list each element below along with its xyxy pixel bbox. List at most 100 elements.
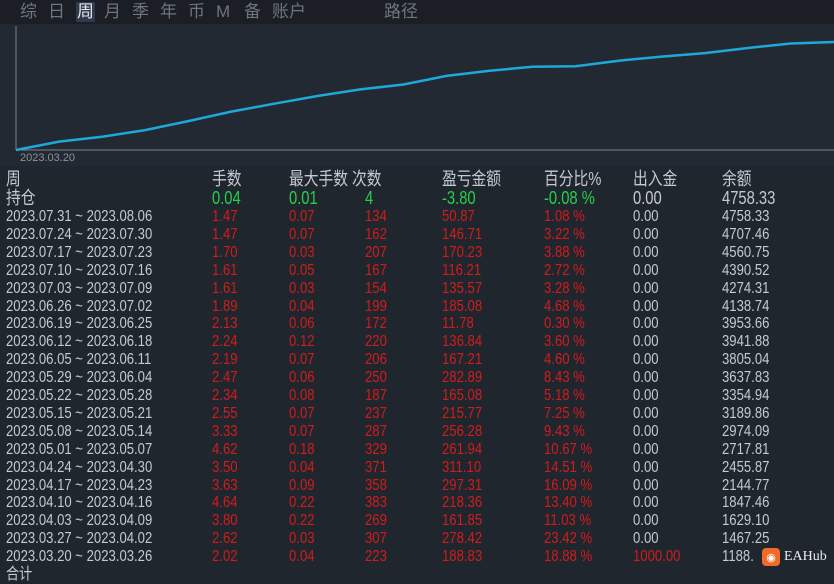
tab-9[interactable]: 账户 (272, 2, 306, 21)
position-balance: 4758.33 (722, 188, 776, 208)
tab-3[interactable]: 月 (104, 2, 121, 21)
tab-0[interactable]: 综 (20, 2, 37, 21)
col-pnl-cell: 261.94 (442, 440, 483, 458)
col-balance-cell: 2974.09 (722, 422, 770, 440)
tab-5[interactable]: 年 (160, 2, 177, 21)
table-row: 2023.07.10 ~ 2023.07.16 1.61 0.05 167 116.21… (0, 262, 834, 280)
col-deposit-cell: 0.00 (633, 512, 659, 530)
tab-4[interactable]: 季 (132, 2, 149, 21)
col-count-cell: 207 (365, 243, 387, 261)
table-row: 2023.05.01 ~ 2023.05.07 4.62 0.18 329 261.94… (0, 441, 834, 459)
col-balance-cell: 4390.52 (722, 261, 770, 279)
col-pnl-cell: 170.23 (442, 243, 483, 261)
balance-chart-svg (15, 26, 834, 152)
col-lots-cell: 1.47 (212, 225, 238, 243)
col-week-cell: 2023.07.17 ~ 2023.07.23 (6, 243, 153, 261)
col-count-cell: 187 (365, 387, 387, 404)
col-deposit: 出入金 (633, 169, 678, 189)
col-deposit-cell: 0.00 (633, 369, 659, 387)
col-balance-cell: 1188. (722, 548, 754, 566)
tab-7[interactable]: M (216, 2, 231, 21)
col-count-cell: 358 (365, 476, 387, 494)
col-pnl-cell: 161.85 (442, 512, 483, 530)
col-lots-cell: 2.55 (212, 404, 238, 422)
col-count-cell: 206 (365, 351, 387, 369)
tab-2[interactable]: 周 (76, 2, 95, 22)
col-max-lots-cell: 0.03 (289, 530, 315, 548)
col-max-lots-cell: 0.12 (289, 333, 315, 351)
col-lots-cell: 2.34 (212, 387, 238, 404)
tab-1[interactable]: 日 (48, 2, 65, 21)
col-balance-cell: 3354.94 (722, 387, 770, 404)
table-row: 2023.06.12 ~ 2023.06.18 2.24 0.12 220 136.84… (0, 333, 834, 351)
col-max-lots-cell: 0.06 (289, 315, 315, 333)
col-balance-cell: 3941.88 (722, 333, 770, 351)
col-percent-cell: 3.22 % (544, 225, 585, 243)
col-percent-cell: 3.60 % (544, 333, 585, 351)
col-max-lots-cell: 0.06 (289, 369, 315, 387)
col-percent-cell: 1.08 % (544, 208, 585, 225)
col-balance-cell: 1847.46 (722, 494, 770, 512)
col-deposit-cell: 0.00 (633, 261, 659, 279)
col-max-lots-cell: 0.03 (289, 243, 315, 261)
col-week-cell: 2023.05.22 ~ 2023.05.28 (6, 387, 153, 404)
col-count-cell: 329 (365, 440, 387, 458)
col-week-cell: 2023.06.19 ~ 2023.06.25 (6, 315, 153, 333)
col-balance-cell: 3637.83 (722, 369, 770, 387)
col-count-cell: 223 (365, 548, 387, 566)
col-count-cell: 162 (365, 225, 387, 243)
col-balance-cell: 4560.75 (722, 243, 770, 261)
col-deposit-cell: 0.00 (633, 422, 659, 440)
col-pnl-cell: 256.28 (442, 422, 483, 440)
col-balance-cell: 2717.81 (722, 440, 770, 458)
tab-10[interactable]: 路径 (384, 2, 418, 21)
col-lots: 手数 (212, 169, 242, 189)
col-balance: 余额 (722, 169, 752, 189)
col-percent-cell: 5.18 % (544, 387, 585, 404)
watermark-text: EAHub (784, 549, 827, 564)
col-percent-cell: 13.40 % (544, 494, 593, 512)
col-max-lots-cell: 0.22 (289, 512, 315, 530)
col-pnl-cell: 282.89 (442, 369, 483, 387)
col-count-cell: 199 (365, 297, 387, 315)
col-pnl-cell: 188.83 (442, 548, 483, 566)
col-lots-cell: 1.70 (212, 243, 238, 261)
col-count-cell: 154 (365, 279, 387, 297)
tab-6[interactable]: 币 (188, 2, 205, 21)
col-week-cell: 2023.05.29 ~ 2023.06.04 (6, 369, 153, 387)
col-balance-cell: 1629.10 (722, 512, 770, 530)
col-percent-cell: 16.09 % (544, 476, 593, 494)
col-balance-cell: 2455.87 (722, 458, 770, 476)
col-pnl: 盈亏金额 (442, 169, 502, 189)
col-deposit-cell: 0.00 (633, 297, 659, 315)
col-max-lots-cell: 0.03 (289, 279, 315, 297)
col-lots-cell: 4.62 (212, 440, 238, 458)
col-deposit-cell: 0.00 (633, 279, 659, 297)
col-pnl-cell: 297.31 (442, 476, 483, 494)
col-max-lots: 最大手数 (289, 169, 349, 189)
col-balance-cell: 2144.77 (722, 476, 770, 494)
col-lots-cell: 3.33 (212, 422, 238, 440)
col-lots-cell: 1.89 (212, 297, 238, 315)
table-row: 2023.05.15 ~ 2023.05.21 2.55 0.07 237 215.77… (0, 405, 834, 423)
position-count: 4 (365, 188, 374, 208)
col-week-cell: 2023.04.17 ~ 2023.04.23 (6, 476, 153, 494)
col-pnl-cell: 311.10 (442, 458, 482, 476)
col-max-lots-cell: 0.18 (289, 440, 315, 458)
col-week-cell: 2023.04.10 ~ 2023.04.16 (6, 494, 153, 512)
col-lots-cell: 3.80 (212, 512, 238, 530)
col-week-cell: 2023.03.20 ~ 2023.03.26 (6, 548, 153, 566)
col-week-cell: 2023.06.12 ~ 2023.06.18 (6, 333, 153, 351)
table-row: 2023.06.19 ~ 2023.06.25 2.13 0.06 172 11.78 0… (0, 315, 834, 333)
col-deposit-cell: 0.00 (633, 404, 659, 422)
col-lots-cell: 2.02 (212, 548, 238, 566)
table-footer: 合计 (0, 566, 834, 584)
col-count-cell: 250 (365, 369, 387, 387)
col-balance-cell: 4274.31 (722, 279, 770, 297)
col-lots-cell: 2.19 (212, 351, 238, 369)
balance-chart: 2023.03.20 (0, 24, 834, 166)
table-row: 2023.07.17 ~ 2023.07.23 1.70 0.03 207 170.23… (0, 244, 834, 262)
tab-8[interactable]: 备 (244, 2, 261, 21)
col-percent: 百分比% (544, 169, 602, 189)
col-week-cell: 2023.07.24 ~ 2023.07.30 (6, 225, 153, 243)
